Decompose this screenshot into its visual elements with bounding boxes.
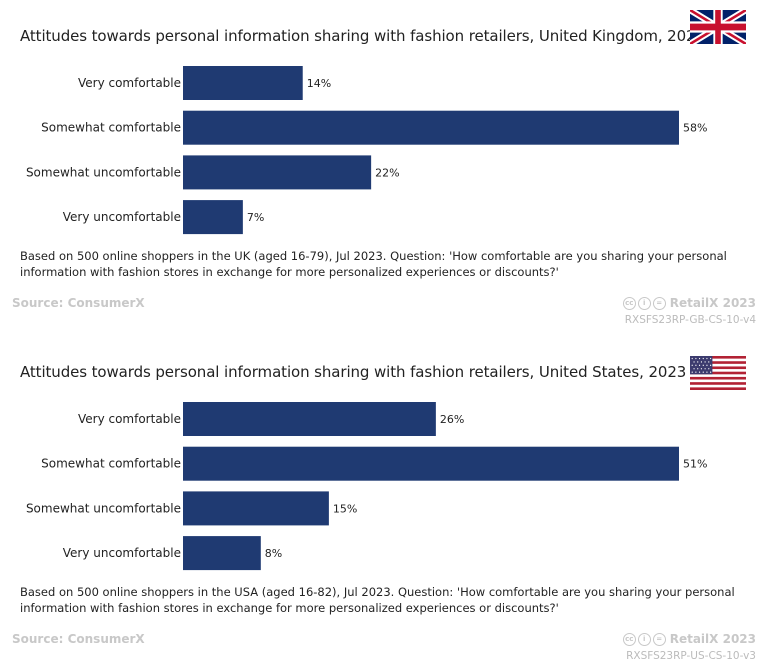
value-label: 58% (683, 122, 707, 135)
bar (183, 110, 679, 145)
category-label: Very uncomfortable (63, 546, 181, 560)
uk-flag-icon (690, 10, 746, 44)
category-label: Somewhat uncomfortable (26, 165, 181, 179)
bar-chart-us: Very comfortable 26% Somewhat comfortable 5… (26, 402, 707, 571)
chart-panel-uk: Attitudes towards personal information s… (12, 10, 756, 326)
chart-code: RXSFS23RP-US-CS-10-v3 (626, 650, 756, 662)
source-label: Source: ConsumerX (12, 296, 145, 310)
category-label: Very comfortable (78, 412, 181, 426)
bar (183, 402, 436, 436)
brand-text: RetailX 2023 (669, 632, 756, 646)
chart-code: RXSFS23RP-GB-CS-10-v4 (624, 314, 756, 326)
creative-commons-icon: cc i = (622, 296, 666, 310)
value-label: 22% (375, 166, 399, 179)
chart-title: Attitudes towards personal information s… (20, 27, 705, 45)
value-label: 26% (440, 413, 464, 426)
category-label: Somewhat comfortable (41, 121, 181, 135)
brand-text: RetailX 2023 (669, 296, 756, 310)
chart-note: Based on 500 online shoppers in the UK (… (20, 249, 727, 279)
bar (183, 200, 243, 235)
value-label: 51% (683, 458, 707, 471)
chart-title: Attitudes towards personal information s… (20, 363, 687, 381)
value-label: 14% (307, 77, 331, 90)
bar (183, 536, 261, 571)
bar (183, 155, 372, 190)
brand-label: cc i = RetailX 2023 (622, 632, 756, 646)
category-label: Somewhat uncomfortable (26, 501, 181, 515)
value-label: 8% (265, 547, 282, 560)
bar (183, 66, 303, 100)
category-label: Very comfortable (78, 76, 181, 90)
bar (183, 446, 679, 481)
brand-label: cc i = RetailX 2023 (622, 296, 756, 310)
category-label: Somewhat comfortable (41, 457, 181, 471)
chart-panel-us: Attitudes towards personal information s… (0, 336, 768, 670)
creative-commons-icon: cc i = (622, 632, 666, 646)
source-label: Source: ConsumerX (12, 632, 145, 646)
us-flag-icon (690, 356, 746, 390)
category-label: Very uncomfortable (63, 210, 181, 224)
value-label: 7% (247, 211, 264, 224)
chart-note: Based on 500 online shoppers in the USA … (20, 585, 735, 615)
value-label: 15% (333, 502, 357, 515)
bar-chart-uk: Very comfortable 14% Somewhat comfortable 5… (26, 66, 707, 235)
bar (183, 491, 329, 526)
